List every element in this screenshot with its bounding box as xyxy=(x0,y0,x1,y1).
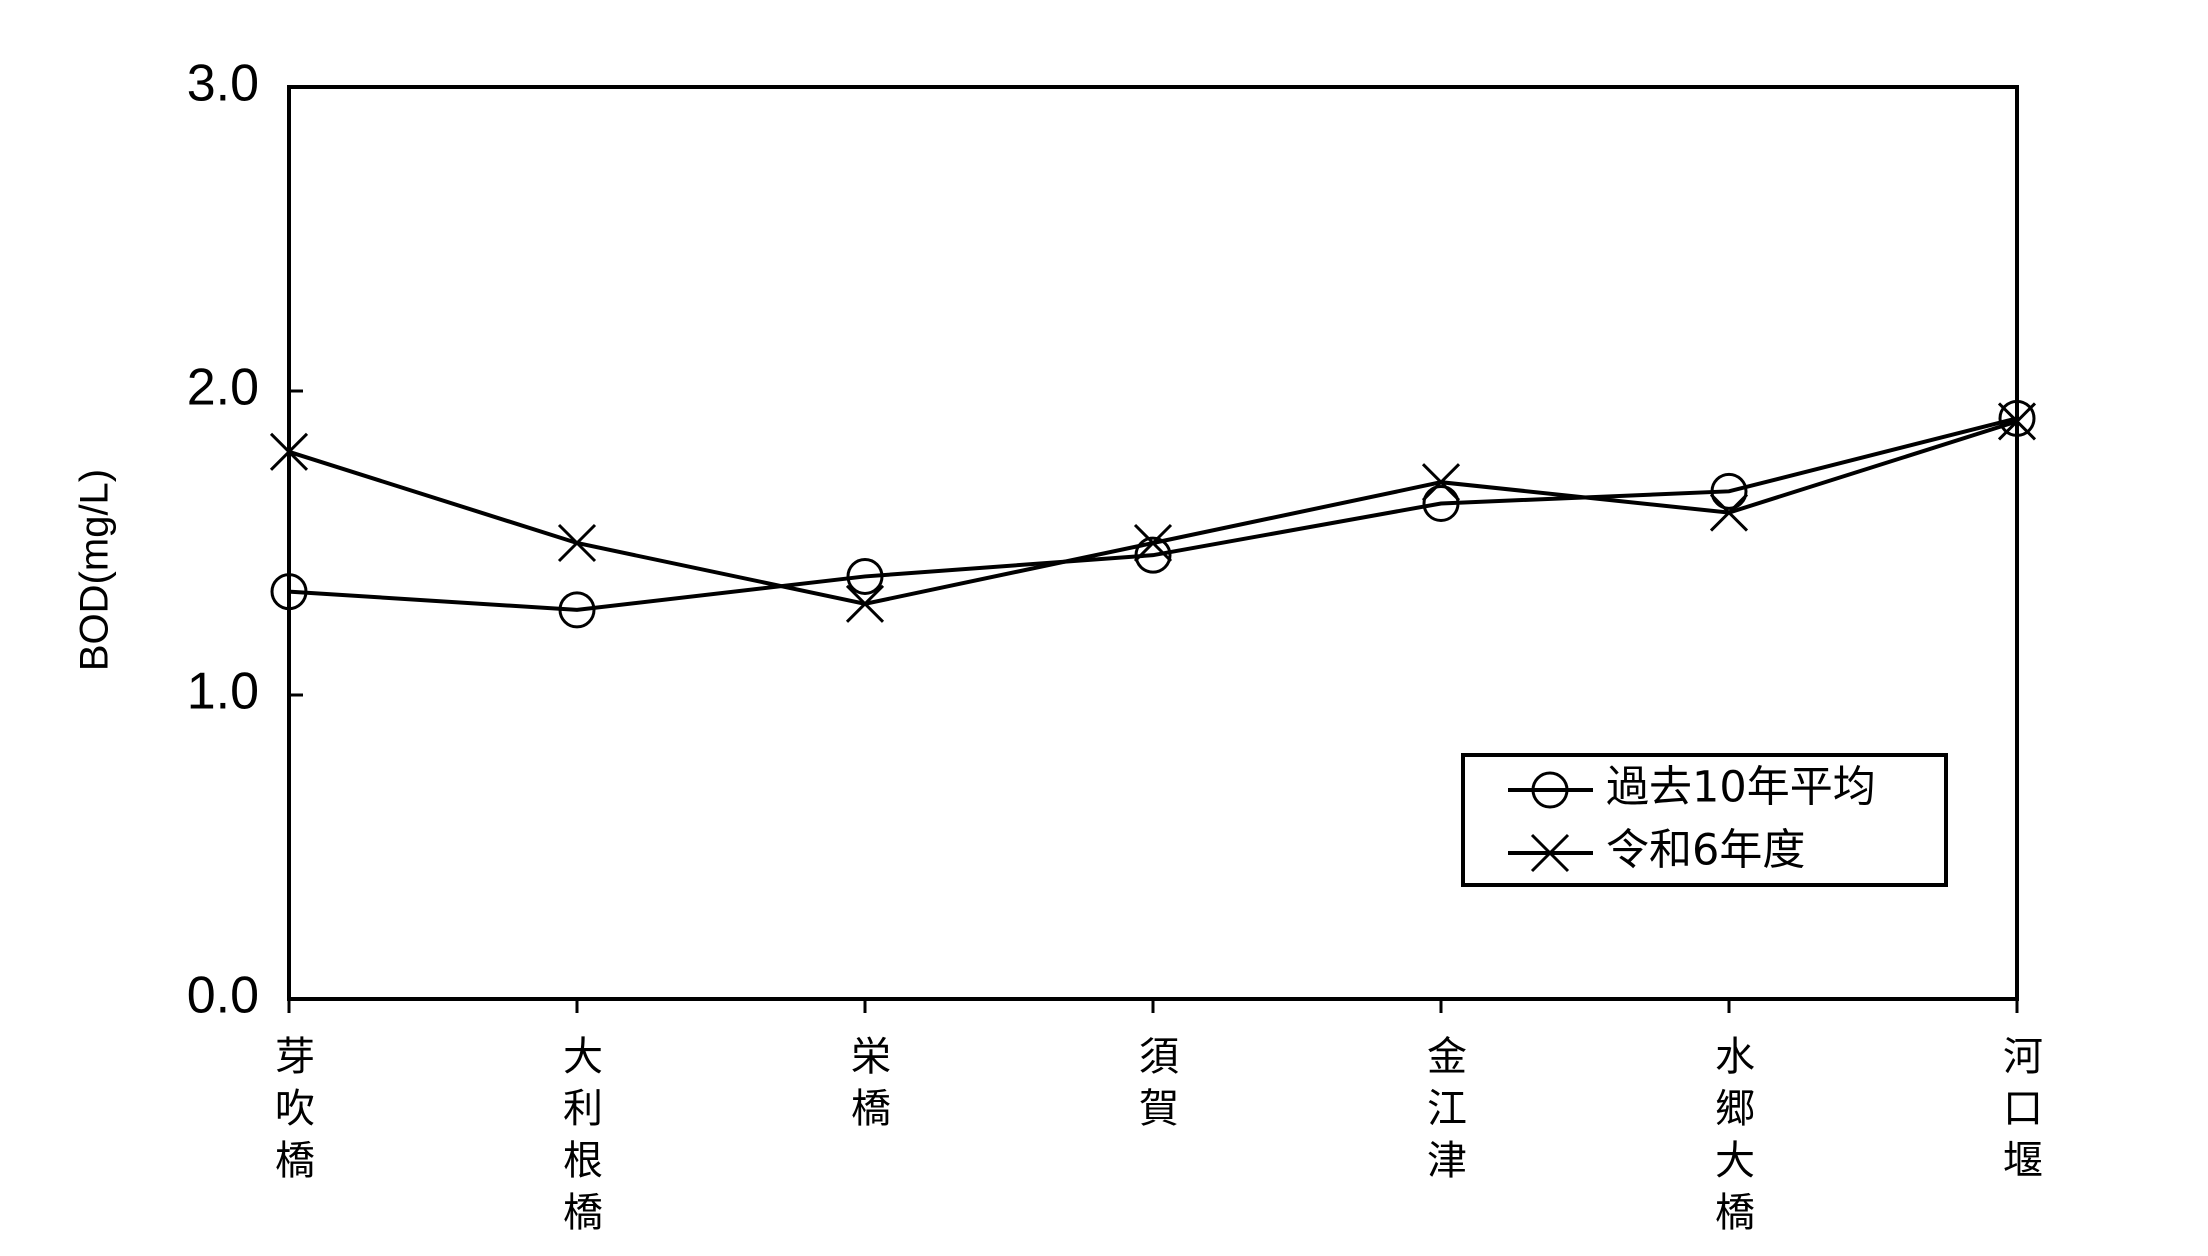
marker xyxy=(1998,399,2036,437)
x-tick-label: 河口堰 xyxy=(1996,1035,2042,1191)
marker xyxy=(270,573,308,611)
marker xyxy=(1422,484,1460,522)
marker xyxy=(1997,402,2037,441)
x-tick-label: 栄橋 xyxy=(844,1035,890,1139)
marker xyxy=(1530,833,1570,873)
y-tick-label: 3.0 xyxy=(187,55,259,113)
marker xyxy=(1133,523,1173,563)
series-line xyxy=(288,416,2018,612)
marker xyxy=(846,557,884,595)
marker xyxy=(1709,493,1749,532)
y-tick-label: 0.0 xyxy=(187,967,259,1025)
marker xyxy=(1134,536,1172,574)
marker xyxy=(558,591,596,629)
marker xyxy=(269,432,309,471)
series-line xyxy=(288,419,2018,606)
marker xyxy=(1421,463,1461,502)
marker xyxy=(557,523,597,563)
legend-label: 過去10年平均 xyxy=(1606,763,1876,813)
x-tick-label: 金江津 xyxy=(1420,1035,1466,1191)
x-tick-label: 水郷大橋 xyxy=(1708,1035,1754,1243)
x-tick-label: 須賀 xyxy=(1132,1035,1178,1139)
marker xyxy=(845,584,885,623)
y-tick-label: 2.0 xyxy=(187,359,259,417)
legend-box xyxy=(1461,753,1948,887)
x-tick-label: 芽吹橋 xyxy=(268,1035,314,1191)
y-axis-label: BOD(mg/L) xyxy=(73,469,117,671)
x-tick-label: 大利根橋 xyxy=(556,1035,602,1243)
marker xyxy=(1710,472,1748,510)
y-tick-label: 1.0 xyxy=(187,663,259,721)
legend-label: 令和6年度 xyxy=(1606,826,1805,876)
marker xyxy=(1531,771,1569,809)
